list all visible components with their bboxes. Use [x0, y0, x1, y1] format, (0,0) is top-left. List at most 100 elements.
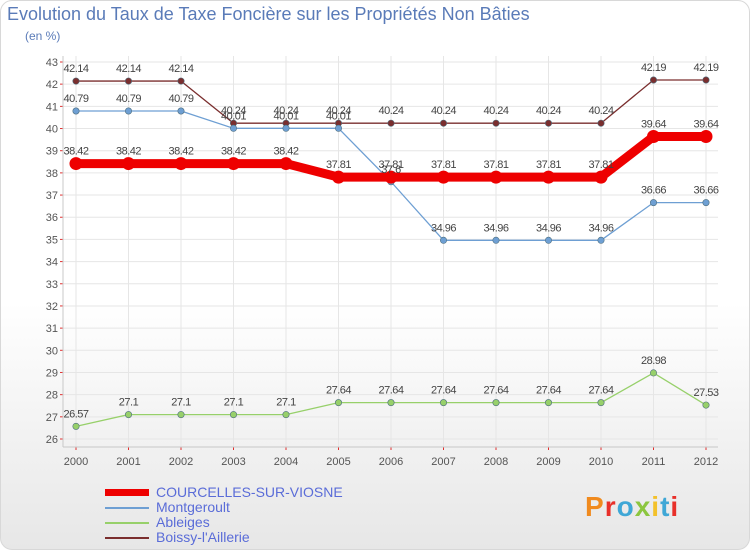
legend-swatch-boissy: [105, 537, 149, 539]
logo-letter: t: [660, 491, 671, 522]
data-label-boissy-l-aillerie-2008: 40.24: [483, 105, 508, 117]
y-tick-label-28: 28: [46, 390, 58, 402]
legend-label-courcelles: COURCELLES-SUR-VIOSNE: [156, 484, 343, 500]
data-label-boissy-l-aillerie-2011: 42.19: [641, 62, 666, 74]
y-tick-label-37: 37: [46, 190, 58, 202]
data-label-boissy-l-aillerie-2007: 40.24: [431, 105, 456, 117]
point-ableiges-2010: [597, 399, 605, 407]
data-label-montgeroult-2000: 40.79: [63, 93, 88, 105]
point-boissy-l-aillerie-2001: [125, 77, 133, 85]
data-label-ableiges-2010: 27.64: [588, 385, 613, 397]
point-boissy-l-aillerie-2002: [177, 77, 185, 85]
data-label-ableiges-2000: 26.57: [63, 408, 88, 420]
data-label-courcelles-sur-viosne-2001: 38.42: [116, 146, 141, 158]
x-tick-label-2009: 2009: [536, 456, 560, 468]
point-montgeroult-2007: [439, 236, 447, 244]
data-label-boissy-l-aillerie-2003: 40.24: [221, 105, 246, 117]
data-label-montgeroult-2003: 40.01: [221, 110, 246, 122]
legend-label-ableiges: Ableiges: [156, 514, 210, 530]
y-tick-label-39: 39: [46, 146, 58, 158]
point-courcelles-sur-viosne-2010: [594, 170, 608, 184]
point-boissy-l-aillerie-2010: [597, 119, 605, 127]
point-ableiges-2009: [544, 399, 552, 407]
y-tick-label-29: 29: [46, 367, 58, 379]
point-ableiges-2006: [387, 399, 395, 407]
point-boissy-l-aillerie-2000: [72, 77, 80, 85]
x-tick-label-2012: 2012: [694, 456, 718, 468]
y-tick-label-31: 31: [46, 323, 58, 335]
point-montgeroult-2003: [230, 124, 238, 132]
x-tick-label-2008: 2008: [484, 456, 508, 468]
data-label-courcelles-sur-viosne-2006: 37.81: [378, 159, 403, 171]
y-tick-label-33: 33: [46, 279, 58, 291]
data-label-montgeroult-2004: 40.01: [273, 110, 298, 122]
data-label-ableiges-2001: 27.1: [119, 397, 139, 409]
point-boissy-l-aillerie-2008: [492, 119, 500, 127]
data-label-ableiges-2009: 27.64: [536, 385, 561, 397]
y-tick-label-38: 38: [46, 168, 58, 180]
point-ableiges-2000: [72, 422, 80, 430]
line-chart: 26 27 28 29 30 31 32 33 34 35 36 37 38 39 40 41 42 43 2000…: [46, 56, 719, 468]
legend-label-boissy: Boissy-l'Aillerie: [156, 529, 250, 545]
point-boissy-l-aillerie-2009: [544, 119, 552, 127]
y-tick-label-42: 42: [46, 79, 58, 91]
x-tick-label-2003: 2003: [221, 456, 245, 468]
x-tick-label-2002: 2002: [169, 456, 193, 468]
point-courcelles-sur-viosne-2009: [542, 170, 555, 184]
x-tick-label-2004: 2004: [274, 456, 298, 468]
point-boissy-l-aillerie-2007: [439, 119, 447, 127]
point-montgeroult-2005: [334, 124, 342, 132]
point-montgeroult-2010: [597, 236, 605, 244]
data-label-ableiges-2005: 27.64: [326, 385, 351, 397]
point-ableiges-2003: [230, 411, 238, 419]
logo-letter: r: [604, 491, 617, 522]
point-courcelles-sur-viosne-2005: [332, 170, 345, 184]
logo-letter: P: [585, 491, 605, 522]
point-montgeroult-2001: [125, 107, 133, 115]
data-label-boissy-l-aillerie-2006: 40.24: [378, 105, 403, 117]
chart-title: Evolution du Taux de Taxe Foncière sur l…: [7, 4, 530, 24]
data-label-courcelles-sur-viosne-2011: 39.64: [641, 119, 666, 131]
series-points: [69, 76, 713, 430]
data-label-courcelles-sur-viosne-2002: 38.42: [168, 146, 193, 158]
data-label-ableiges-2006: 27.64: [378, 385, 403, 397]
data-label-courcelles-sur-viosne-2005: 37.81: [326, 159, 351, 171]
proxiti-logo: Proxiti: [585, 491, 679, 523]
point-courcelles-sur-viosne-2003: [227, 157, 240, 171]
x-tick-label-2010: 2010: [589, 456, 613, 468]
data-label-montgeroult-2011: 36.66: [641, 185, 666, 197]
point-ableiges-2001: [125, 411, 133, 419]
legend-swatch-montgeroult: [105, 507, 149, 509]
point-ableiges-2004: [282, 411, 290, 419]
y-tick-label-32: 32: [46, 301, 58, 313]
point-montgeroult-2012: [702, 199, 710, 207]
data-label-ableiges-2004: 27.1: [276, 397, 296, 409]
point-ableiges-2002: [177, 411, 185, 419]
point-courcelles-sur-viosne-2008: [489, 170, 503, 184]
y-tick-label-41: 41: [46, 101, 58, 113]
data-label-montgeroult-2012: 36.66: [693, 185, 718, 197]
data-label-courcelles-sur-viosne-2012: 39.64: [693, 119, 718, 131]
y-tick-label-36: 36: [46, 212, 58, 224]
data-label-courcelles-sur-viosne-2010: 37.81: [588, 159, 613, 171]
logo-letter: x: [634, 491, 652, 522]
y-tick-label-43: 43: [46, 57, 58, 69]
point-courcelles-sur-viosne-2000: [69, 157, 83, 171]
axes: 26 27 28 29 30 31 32 33 34 35 36 37 38 39 40 41 42 43 2000…: [46, 56, 718, 468]
data-label-courcelles-sur-viosne-2003: 38.42: [221, 146, 246, 158]
legend-label-montgeroult: Montgeroult: [156, 499, 230, 515]
point-montgeroult-2000: [72, 107, 80, 115]
x-tick-label-2001: 2001: [116, 456, 140, 468]
point-courcelles-sur-viosne-2001: [122, 157, 135, 171]
data-label-boissy-l-aillerie-2009: 40.24: [536, 105, 561, 117]
point-boissy-l-aillerie-2012: [702, 76, 710, 84]
data-label-montgeroult-2009: 34.96: [536, 222, 561, 234]
x-tick-label-2000: 2000: [64, 456, 88, 468]
point-courcelles-sur-viosne-2012: [699, 130, 713, 144]
point-courcelles-sur-viosne-2002: [174, 157, 188, 171]
data-label-montgeroult-2002: 40.79: [168, 93, 193, 105]
data-label-boissy-l-aillerie-2001: 42.14: [116, 63, 141, 75]
x-tick-label-2006: 2006: [379, 456, 403, 468]
data-label-ableiges-2011: 28.98: [641, 355, 666, 367]
